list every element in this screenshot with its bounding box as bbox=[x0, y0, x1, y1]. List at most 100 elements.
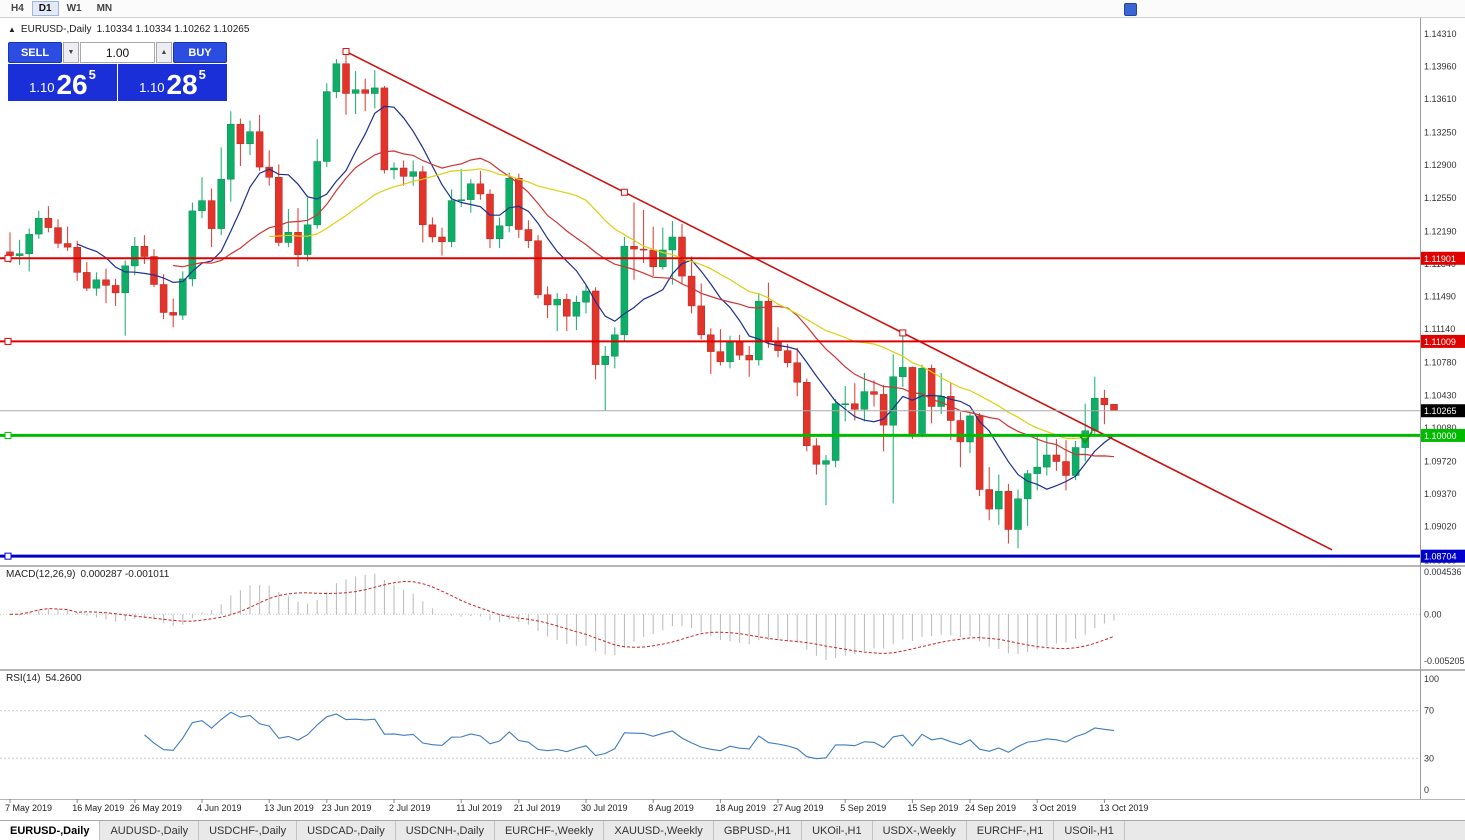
chart-tab-AUDUSD-,Daily[interactable]: AUDUSD-,Daily bbox=[100, 821, 200, 840]
svg-text:1.11140: 1.11140 bbox=[1424, 324, 1455, 334]
price-scale[interactable]: 1.14310 1.13960 1.13610 1.13250 1.12900 1.125… bbox=[1424, 29, 1457, 565]
moving-average-18 bbox=[173, 150, 1115, 458]
price-labels: 1.11901 1.11009 1.10000 1.08704 1.10265 bbox=[1421, 251, 1465, 563]
volume-decrease-button[interactable]: ▼ bbox=[63, 42, 79, 63]
symbol-name: EURUSD-,Daily bbox=[20, 24, 92, 35]
svg-text:1.10080: 1.10080 bbox=[1424, 423, 1457, 433]
chart-icon[interactable] bbox=[1124, 3, 1137, 16]
svg-text:1.10265: 1.10265 bbox=[1424, 406, 1457, 416]
svg-text:0.00: 0.00 bbox=[1424, 609, 1442, 619]
candlesticks bbox=[6, 51, 1118, 549]
chart-tab-USDCHF-,Daily[interactable]: USDCHF-,Daily bbox=[199, 821, 298, 840]
chart-tab-XAUUSD-,Weekly[interactable]: XAUUSD-,Weekly bbox=[604, 821, 714, 840]
svg-text:70: 70 bbox=[1424, 706, 1434, 716]
tab-label: EURCHF-,Weekly bbox=[504, 824, 594, 837]
timeframe-W1[interactable]: W1 bbox=[60, 1, 89, 16]
macd-histogram bbox=[9, 573, 1115, 660]
svg-text:21 Jul 2019: 21 Jul 2019 bbox=[514, 803, 561, 813]
ask-big-digits: 28 bbox=[166, 69, 198, 100]
timeframe-H4[interactable]: H4 bbox=[4, 1, 31, 16]
macd-scale[interactable]: 0.004536 0.00 -0.005205 bbox=[1424, 567, 1465, 666]
bid-price[interactable]: 1.10 26 5 bbox=[8, 64, 117, 101]
chart-tab-GBPUSD-,H1[interactable]: GBPUSD-,H1 bbox=[713, 821, 803, 840]
svg-text:26 May 2019: 26 May 2019 bbox=[130, 803, 182, 813]
buy-button[interactable]: BUY bbox=[173, 42, 227, 63]
svg-text:5 Sep 2019: 5 Sep 2019 bbox=[840, 803, 886, 813]
panel-separator[interactable] bbox=[0, 669, 1465, 671]
hline-anchor[interactable] bbox=[4, 431, 12, 439]
bid-pipette: 5 bbox=[88, 67, 96, 82]
svg-text:23 Jun 2019: 23 Jun 2019 bbox=[322, 803, 372, 813]
timeframe-D1[interactable]: D1 bbox=[31, 1, 59, 16]
chart-canvas[interactable]: 1.14310 1.13960 1.13610 1.13250 1.12900 1.125… bbox=[0, 0, 1465, 820]
hline-anchor[interactable] bbox=[4, 254, 12, 262]
tab-label: USDCHF-,Daily bbox=[209, 824, 287, 837]
timeframe-toolbar: H4 D1 W1 MN bbox=[0, 0, 1465, 18]
chart-tab-EURCHF-,H1[interactable]: EURCHF-,H1 bbox=[966, 821, 1055, 840]
ask-pipette: 5 bbox=[198, 67, 206, 82]
svg-text:13 Jun 2019: 13 Jun 2019 bbox=[264, 803, 314, 813]
svg-text:100: 100 bbox=[1424, 674, 1439, 684]
svg-text:24 Sep 2019: 24 Sep 2019 bbox=[965, 803, 1016, 813]
hline-anchor[interactable] bbox=[4, 552, 12, 560]
descending-trendline[interactable] bbox=[345, 50, 1333, 551]
chart-tab-UKOil-,H1[interactable]: UKOil-,H1 bbox=[802, 821, 873, 840]
tab-label: EURUSD-,Daily bbox=[10, 824, 90, 837]
chevron-down-icon: ▼ bbox=[67, 49, 75, 56]
time-scale[interactable]: 7 May 2019 16 May 2019 26 May 2019 4 Jun 20… bbox=[5, 799, 1148, 813]
svg-text:30: 30 bbox=[1424, 753, 1434, 763]
panel-separator[interactable] bbox=[0, 565, 1465, 567]
svg-text:7 May 2019: 7 May 2019 bbox=[5, 803, 52, 813]
svg-text:1.10000: 1.10000 bbox=[1424, 431, 1457, 441]
svg-text:1.12550: 1.12550 bbox=[1424, 193, 1457, 203]
chart-tab-USDCAD-,Daily[interactable]: USDCAD-,Daily bbox=[297, 821, 396, 840]
trendline-anchor[interactable] bbox=[899, 329, 907, 337]
rsi-line bbox=[144, 711, 1115, 760]
trendline-anchor[interactable] bbox=[620, 188, 628, 196]
tab-label: USDCAD-,Daily bbox=[307, 824, 385, 837]
svg-text:11 Jul 2019: 11 Jul 2019 bbox=[456, 803, 502, 813]
svg-text:1.10780: 1.10780 bbox=[1424, 358, 1457, 368]
svg-text:1.09720: 1.09720 bbox=[1424, 457, 1457, 467]
bid-big-digits: 26 bbox=[56, 69, 88, 100]
chart-tab-USDCNH-,Daily[interactable]: USDCNH-,Daily bbox=[395, 821, 495, 840]
tab-label: AUDUSD-,Daily bbox=[110, 824, 189, 837]
svg-text:1.08704: 1.08704 bbox=[1424, 552, 1457, 562]
hline-anchor[interactable] bbox=[4, 337, 12, 345]
svg-text:0.004536: 0.004536 bbox=[1424, 567, 1462, 577]
moving-average-28 bbox=[269, 168, 1115, 440]
tab-label: USOil-,H1 bbox=[1064, 824, 1114, 837]
chart-tab-USDX-,Weekly[interactable]: USDX-,Weekly bbox=[872, 821, 967, 840]
ask-price[interactable]: 1.10 28 5 bbox=[118, 64, 227, 101]
svg-text:16 May 2019: 16 May 2019 bbox=[72, 803, 124, 813]
sell-button[interactable]: SELL bbox=[8, 42, 62, 63]
moving-average-8 bbox=[76, 105, 1115, 490]
tab-label: USDX-,Weekly bbox=[882, 824, 956, 837]
chart-tab-bar: EURUSD-,Daily AUDUSD-,Daily USDCHF-,Daily U… bbox=[0, 820, 1465, 840]
volume-increase-button[interactable]: ▲ bbox=[156, 42, 172, 63]
rsi-scale[interactable]: 100 70 30 0 bbox=[1424, 674, 1439, 795]
chart-tab-EURUSD-,Daily[interactable]: EURUSD-,Daily bbox=[0, 821, 101, 840]
symbol-marker-icon: ▲ bbox=[8, 25, 16, 34]
bid-prefix: 1.10 bbox=[29, 80, 55, 95]
trendline-anchor[interactable] bbox=[342, 48, 350, 56]
tab-label: GBPUSD-,H1 bbox=[723, 824, 792, 837]
svg-text:3 Oct 2019: 3 Oct 2019 bbox=[1032, 803, 1076, 813]
tab-label: USDCNH-,Daily bbox=[405, 824, 484, 837]
svg-text:1.11009: 1.11009 bbox=[1424, 337, 1456, 347]
tab-label: UKOil-,H1 bbox=[812, 824, 862, 837]
ask-prefix: 1.10 bbox=[139, 80, 165, 95]
rsi-indicator-label: RSI(14) 54.2600 bbox=[6, 673, 87, 684]
svg-text:4 Jun 2019: 4 Jun 2019 bbox=[197, 803, 242, 813]
svg-text:1.11901: 1.11901 bbox=[1424, 254, 1456, 264]
macd-signal-line bbox=[9, 580, 1115, 655]
svg-text:15 Sep 2019: 15 Sep 2019 bbox=[907, 803, 958, 813]
one-click-trading-panel: SELL ▼ ▲ BUY 1.10 26 5 1.10 28 5 bbox=[8, 42, 227, 101]
volume-input[interactable] bbox=[80, 42, 155, 63]
svg-text:1.13250: 1.13250 bbox=[1424, 128, 1457, 138]
chart-tab-USOil-,H1[interactable]: USOil-,H1 bbox=[1054, 821, 1125, 840]
svg-text:1.13610: 1.13610 bbox=[1424, 94, 1457, 104]
timeframe-MN[interactable]: MN bbox=[90, 1, 120, 16]
chart-tab-EURCHF-,Weekly[interactable]: EURCHF-,Weekly bbox=[494, 821, 605, 840]
